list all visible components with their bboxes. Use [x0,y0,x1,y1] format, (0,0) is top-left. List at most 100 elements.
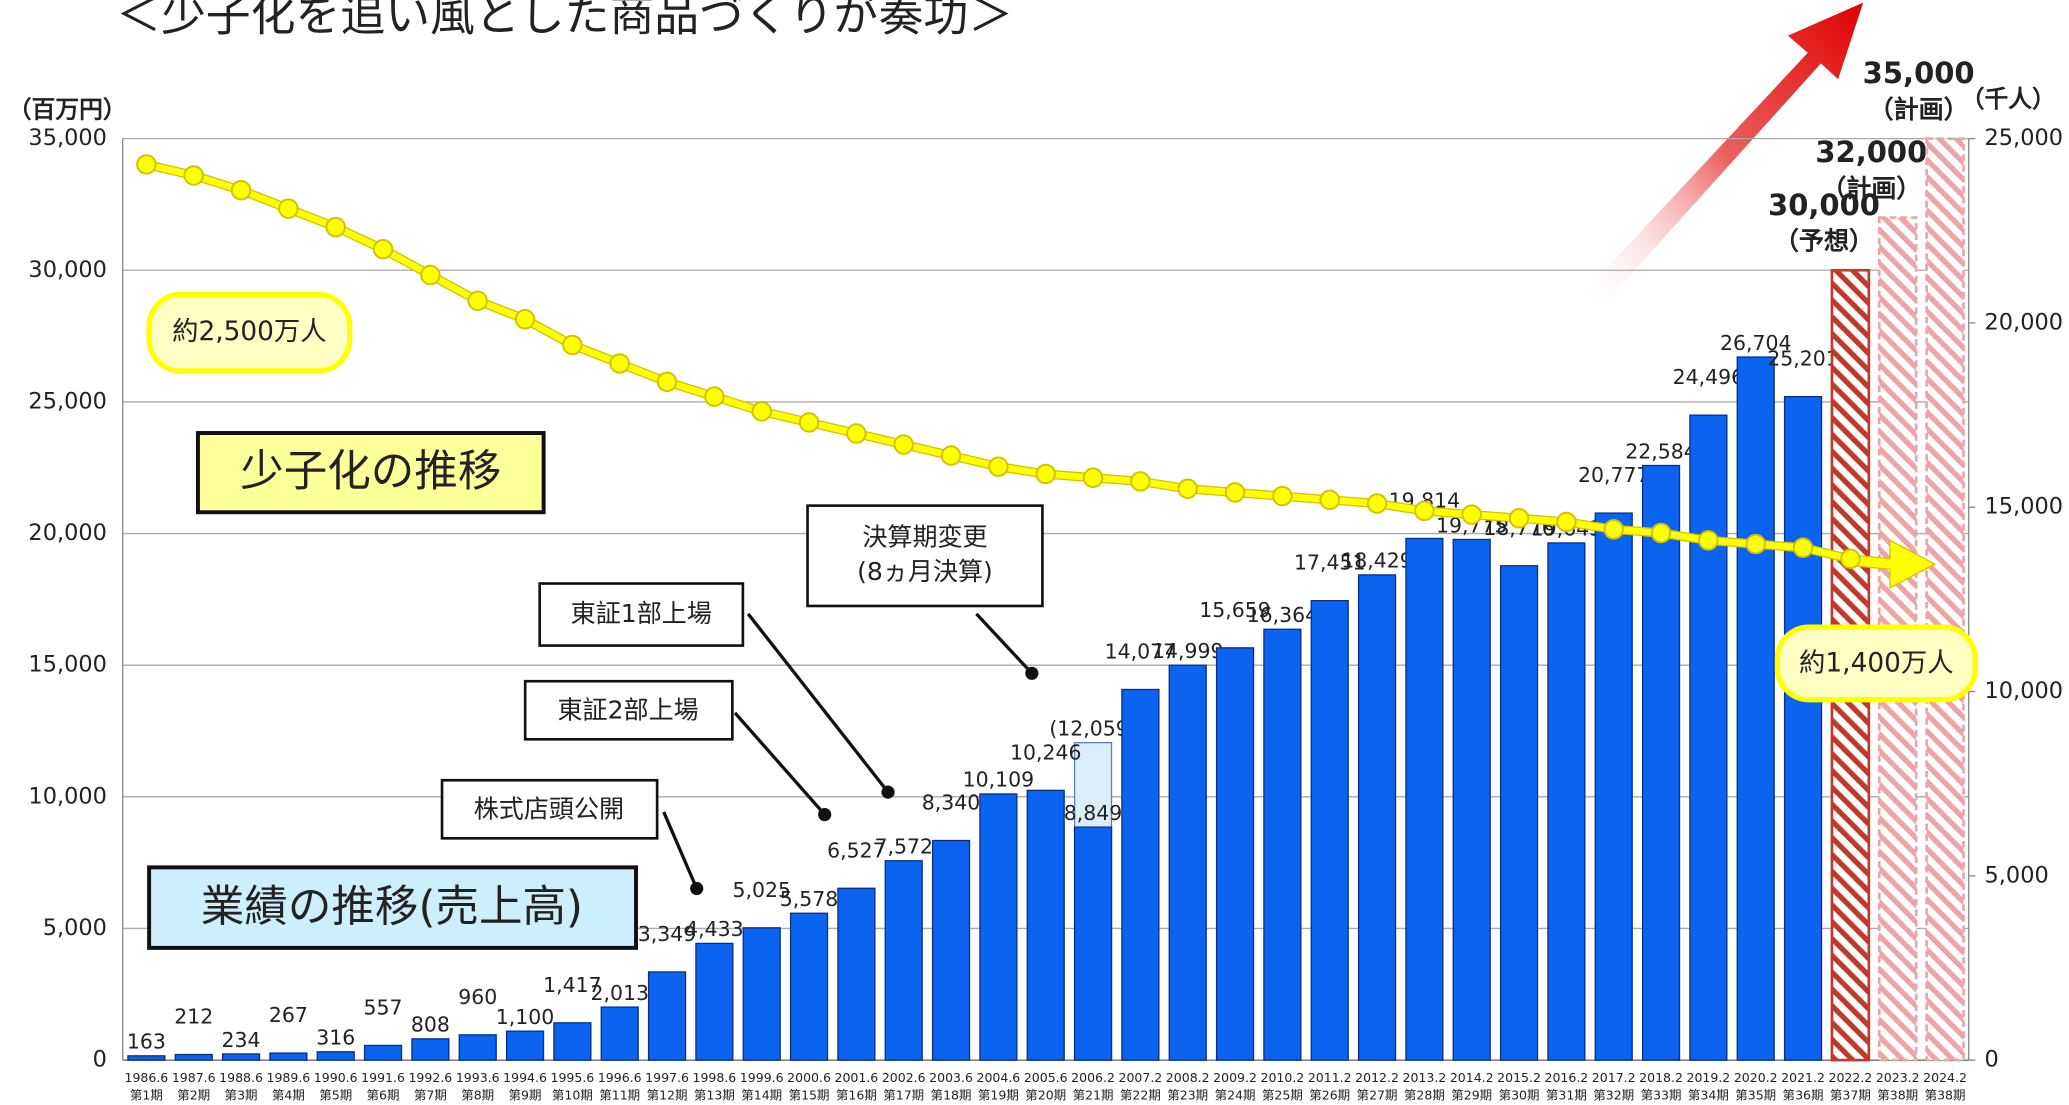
x-tick-label: 第32期 [1593,1087,1634,1102]
marker [514,309,536,330]
x-tick-label: 第12期 [647,1087,688,1102]
x-tick-label: 1996.6 [598,1070,642,1085]
bar [316,1051,355,1061]
x-tick-label: 1998.6 [692,1070,736,1085]
x-tick-label: 第30期 [1499,1087,1540,1102]
x-tick-label: 2021.2 [1781,1070,1825,1085]
value-label: 14,077 [1105,640,1176,664]
x-tick-label: 第25期 [1262,1087,1303,1102]
milestone-text: 株式店頭公開 [474,795,624,824]
bar [1121,688,1160,1061]
bar [1594,512,1633,1061]
x-tick-label: 第33期 [1641,1087,1682,1102]
marker [988,456,1009,477]
marker [1177,478,1198,500]
value-label: 30,000 [1768,188,1880,222]
y-tick-label: 5,000 [43,915,107,941]
y2-tick-label: 0 [1985,1047,1999,1073]
marker [230,179,252,201]
bar [1641,464,1681,1061]
x-tick-label: 第11期 [599,1087,640,1102]
marker [1603,519,1624,540]
value-label: 1,100 [496,1005,555,1029]
y2-tick-label: 15,000 [1985,494,2063,520]
x-tick-label: 2011.2 [1308,1070,1352,1085]
y-tick-label: 30,000 [28,257,106,283]
x-tick-label: 1990.6 [314,1070,358,1085]
bar [505,1030,545,1061]
callout-text: 約2,500万人 [172,317,327,347]
bar [742,927,781,1061]
bar [1405,537,1444,1061]
x-tick-label: 第24期 [1215,1087,1256,1102]
marker [893,434,914,455]
x-tick-label: 第36期 [1783,1087,1824,1102]
bar [1168,664,1207,1061]
marker [183,165,204,186]
value-label: 1,417 [543,973,602,997]
x-tick-label: 2015.2 [1497,1070,1541,1085]
marker [1745,533,1766,555]
x-tick-label: 第1期 [130,1087,163,1102]
marker [798,412,820,433]
value-label: 808 [411,1013,450,1037]
x-tick-label: 第21期 [1073,1087,1114,1102]
x-tick-label: 第38期 [1877,1087,1918,1102]
value-label: 267 [269,1003,308,1027]
x-tick-label: 1988.6 [219,1070,263,1085]
value-label: 163 [127,1030,166,1054]
y-axis-label: （百万円） [8,95,127,123]
bar [174,1053,213,1061]
x-tick-label: 第37期 [1830,1087,1871,1102]
x-tick-label: 第6期 [367,1087,400,1102]
x-tick-label: 2012.2 [1355,1070,1399,1085]
x-tick-label: 第18期 [931,1087,972,1102]
value-label: 4,433 [685,917,744,941]
x-tick-label: 2004.6 [976,1070,1020,1085]
bar [269,1052,308,1061]
bar [1310,599,1349,1061]
leader-dot [881,785,895,799]
marker [1556,511,1577,533]
x-tick-label: 2005.6 [1024,1070,1068,1085]
bar [1689,414,1728,1061]
x-tick-label: 第13期 [694,1087,735,1102]
x-tick-label: 2007.2 [1118,1070,1162,1085]
value-label: 7,572 [874,835,933,859]
value-label: 6,527 [827,838,886,862]
x-tick-label: 第31期 [1546,1087,1587,1102]
x-tick-label: 第28期 [1404,1087,1445,1102]
x-tick-label: 第23期 [1167,1087,1208,1102]
leader-line [733,711,826,816]
x-tick-label: 2001.6 [834,1070,878,1085]
x-tick-label: 1986.6 [124,1070,168,1085]
value-note: （計画） [1869,95,1969,124]
x-tick-label: 第17期 [883,1087,924,1102]
x-tick-label: 第38期 [1925,1087,1966,1102]
label-box [195,431,546,515]
label-text: 少子化の推移 [240,447,501,497]
x-tick-label: 2002.6 [882,1070,926,1085]
leader-line [746,612,890,794]
marker [1840,548,1861,570]
marker [1366,493,1388,514]
x-tick-label: 第2期 [177,1087,210,1102]
x-tick-label: 1987.6 [172,1070,216,1085]
x-tick-label: 第19期 [978,1087,1019,1102]
marker [136,154,157,175]
marker [940,445,962,466]
x-tick-label: 1999.6 [740,1070,784,1085]
value-label: 18,429 [1341,549,1412,573]
x-tick-label: 1995.6 [550,1070,594,1085]
x-tick-label: 2008.2 [1166,1070,1210,1085]
milestone-box [523,679,734,741]
x-tick-label: 2018.2 [1639,1070,1683,1085]
marker [846,423,867,444]
bar [127,1055,166,1061]
x-tick-label: 第35期 [1735,1087,1776,1102]
x-tick-label: 1993.6 [456,1070,500,1085]
y2-tick-label: 20,000 [1985,309,2063,335]
value-label: 15,659 [1199,598,1270,622]
annotations: 約2,500万人 約1,400万人 少子化の推移 業績の推移(売上高) 株式店頭… [146,291,1978,950]
x-tick-label: 第9期 [509,1087,542,1102]
